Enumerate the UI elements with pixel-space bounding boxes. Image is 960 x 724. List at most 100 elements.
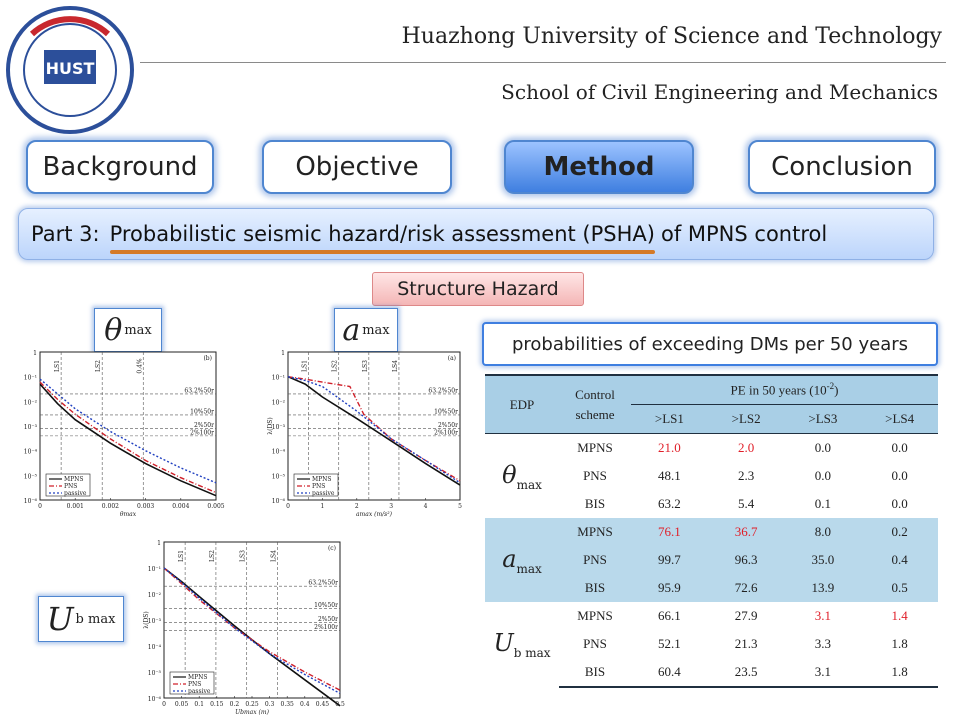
legend-label: PNS [312,483,325,490]
tab-background[interactable]: Background [26,140,214,194]
hazard-label: 10%50r [434,408,458,415]
x-tick-label: 0.05 [175,701,189,708]
value-cell: 0.2 [861,518,938,546]
value-cell: 0.0 [784,462,862,490]
series-line-pns [39,381,217,494]
tab-conclusion[interactable]: Conclusion [748,140,936,194]
x-tick-label: 0.004 [172,503,189,510]
x-tick-label: 0.3 [265,701,275,708]
value-cell: 1.8 [861,630,938,658]
value-cell: 0.0 [861,490,938,518]
y-tick-label: 10⁻² [24,399,38,406]
y-tick-label: 1 [157,540,161,547]
x-tick-label: 0.005 [207,503,224,510]
x-tick-label: 0 [162,701,166,708]
a-max-label: a max [334,308,398,352]
table-row: θmax MPNS 21.0 2.0 0.0 0.0 [485,433,938,518]
value-cell: 95.9 [631,574,708,602]
limit-state-label: 0.4% [136,358,143,374]
tab-method[interactable]: Method [504,140,694,194]
y-tick-label: 10⁻⁴ [148,644,162,651]
table-row: Ub max MPNS 66.1 27.9 3.1 1.4 [485,602,938,687]
col-ls2: >LS2 [707,404,785,434]
hazard-label: 63.2%50r [308,580,338,587]
disp-symbol: U [46,600,74,638]
value-cell: 0.1 [784,490,862,518]
y-tick-label: 10⁻³ [148,618,162,625]
value-cell: 35.0 [784,546,862,574]
y-tick-label: 10⁻¹ [148,566,161,573]
logo-text: HUST [46,59,95,78]
y-tick-label: 10⁻⁴ [24,449,38,456]
limit-state-label: LS2 [332,360,339,372]
acc-sub: max [362,322,390,338]
x-tick-label: 0.4 [300,701,310,708]
limit-state-label: LS3 [240,550,247,562]
panel-label: (c) [328,545,336,552]
series-line-passive [163,567,341,695]
y-tick-label: 10⁻² [148,592,162,599]
col-ls1: >LS1 [631,404,708,434]
value-cell: 3.1 [784,658,862,688]
y-axis-label: λ(DS) [267,417,274,434]
table-row: BIS 95.9 72.6 13.9 0.5 [485,574,938,602]
limit-state-label: LS1 [302,360,309,372]
limit-state-label: LS2 [209,550,216,562]
value-cell: 2.0 [707,433,785,462]
school-name: School of Civil Engineering and Mechanic… [501,80,938,104]
legend-label: MPNS [64,476,84,483]
legend-label: PNS [64,483,77,490]
scheme-cell: MPNS [559,518,631,546]
hazard-label: 10%50r [314,602,338,609]
col-pe: PE in 50 years (10-2) [631,375,938,405]
theta-symbol: θ [104,312,123,348]
tab-objective[interactable]: Objective [262,140,452,194]
y-axis-label: λ(DS) [143,611,150,628]
limit-state-label: LS3 [362,360,369,372]
series-line-passive [287,376,461,484]
table-row: PNS 52.1 21.3 3.3 1.8 [485,630,938,658]
x-tick-label: 0.2 [230,701,240,708]
chart-theta: 1 10⁻¹ 10⁻² 10⁻³ 10⁻⁴ 10⁻⁵ 10⁻⁶ 0 0.001 0.002 0.00… [20,344,226,522]
value-cell: 66.1 [631,602,708,630]
x-tick-label: 2 [355,503,359,510]
scheme-cell: PNS [559,630,631,658]
chart-accel-svg: 1 10⁻¹ 10⁻² 10⁻³ 10⁻⁴ 10⁻⁵ 10⁻⁶0 1 2 3 4 5 LS1 LS2 LS3… [267,350,462,518]
col-ls3: >LS3 [784,404,862,434]
x-axis-label: Ubmax (m) [235,709,269,716]
hazard-label: 63.2%50r [428,387,458,394]
legend-label: passive [312,490,335,497]
panel-label: (a) [448,355,456,362]
value-cell: 36.7 [707,518,785,546]
series-line-mpns [287,375,461,486]
col-control: Control scheme [559,375,631,434]
chart-disp-svg: 1 10⁻¹ 10⁻² 10⁻³ 10⁻⁴ 10⁻⁵ 10⁻⁶0 0.05 0.1 0.15 0.2… [143,540,345,716]
limit-state-label: LS4 [392,360,399,372]
x-tick-label: 0.45 [316,701,330,708]
x-tick-label: 0 [286,503,290,510]
value-cell: 2.3 [707,462,785,490]
scheme-cell: BIS [559,490,631,518]
value-cell: 60.4 [631,658,708,688]
legend-label: passive [64,490,87,497]
chart-disp: 1 10⁻¹ 10⁻² 10⁻³ 10⁻⁴ 10⁻⁵ 10⁻⁶ 0 0.05 0.1 0.15 0.2… [142,534,348,720]
x-tick-label: 0.15 [210,701,224,708]
hazard-label: 2%50r [318,616,338,623]
panel-label: (b) [203,355,212,362]
value-cell: 1.4 [861,602,938,630]
x-tick-label: 0.35 [281,701,295,708]
value-cell: 63.2 [631,490,708,518]
university-name: Huazhong University of Science and Techn… [401,24,942,49]
value-cell: 52.1 [631,630,708,658]
y-tick-label: 10⁻⁵ [272,473,286,480]
table-row: PNS 48.1 2.3 0.0 0.0 [485,462,938,490]
x-tick-label: 0.1 [194,701,204,708]
hazard-label: 2%100r [314,624,338,631]
scheme-cell: MPNS [559,602,631,630]
y-tick-label: 1 [33,350,37,357]
x-tick-label: 0.5 [335,701,345,708]
legend-label: PNS [188,681,201,688]
section-tag: Structure Hazard [372,272,584,306]
table-row: BIS 63.2 5.4 0.1 0.0 [485,490,938,518]
